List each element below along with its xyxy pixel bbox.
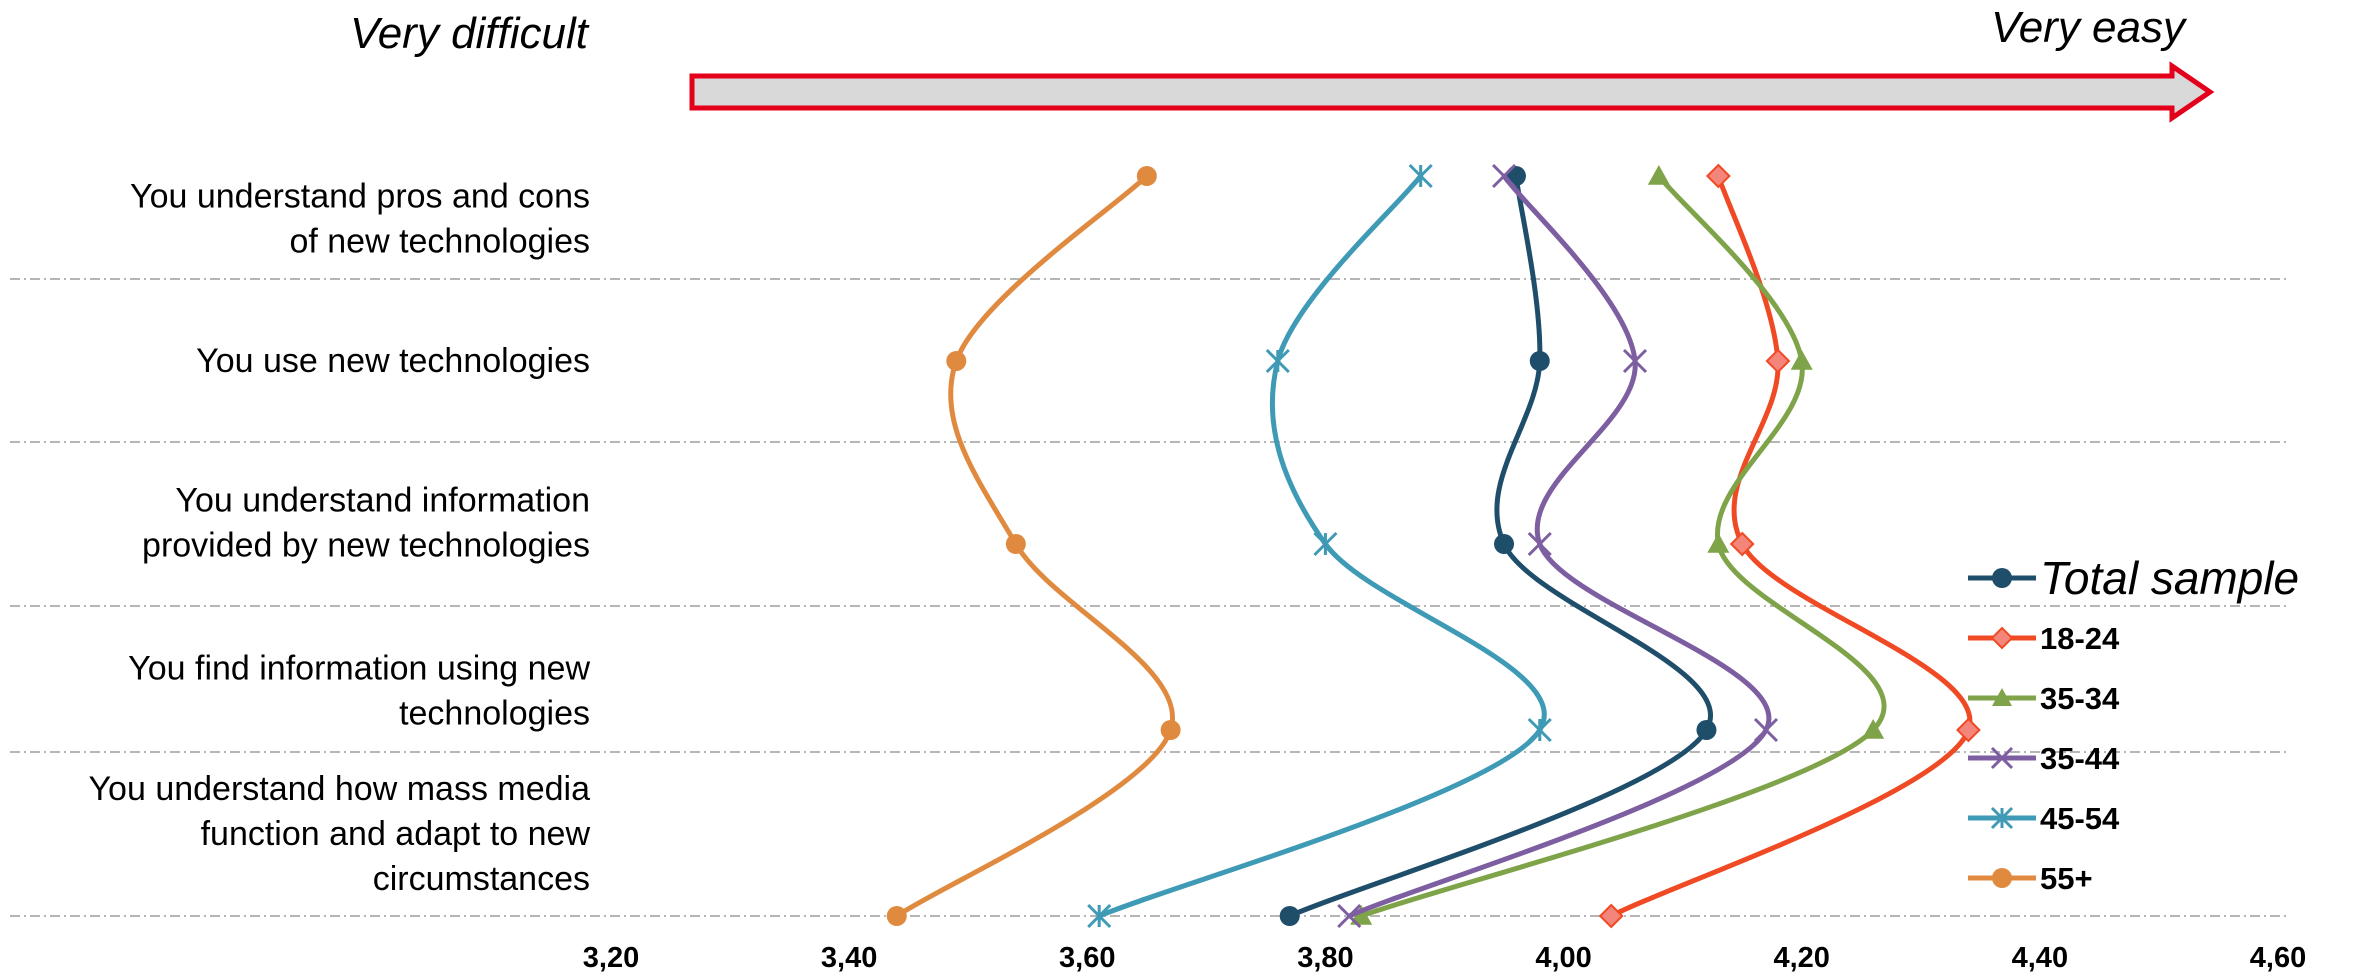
legend-item: 35-44 xyxy=(1968,741,2120,776)
scale-left-label: Very difficult xyxy=(350,9,590,58)
data-point xyxy=(1527,531,1552,557)
series-35-44 xyxy=(1337,163,1779,929)
data-point xyxy=(1790,350,1813,370)
legend-label: 35-44 xyxy=(2040,741,2120,776)
data-point xyxy=(1136,166,1157,186)
series-line xyxy=(1608,173,1973,919)
legend-marker xyxy=(1992,568,2012,588)
x-tick-label: 3,40 xyxy=(821,942,877,972)
data-point xyxy=(1087,903,1112,929)
data-point xyxy=(1622,348,1648,374)
series-line xyxy=(894,173,1176,919)
data-point xyxy=(946,351,967,371)
data-point xyxy=(1279,906,1300,926)
data-point xyxy=(1729,531,1755,557)
legend-label: 55+ xyxy=(2040,861,2093,896)
data-point xyxy=(1491,163,1517,189)
data-point xyxy=(1753,717,1779,743)
scale-right-label: Very easy xyxy=(1991,3,2188,52)
legend: Total sample 18-24 35-34 35-44 45-54 55+ xyxy=(1968,552,2299,896)
legend-marker xyxy=(1990,626,2014,650)
series-total-sample xyxy=(1279,166,1717,926)
x-tick-label: 4,00 xyxy=(1535,942,1591,972)
scale-arrow xyxy=(689,61,2215,123)
legend-marker xyxy=(1992,868,2012,888)
category-label: You use new technologies xyxy=(196,342,590,380)
data-point xyxy=(1408,163,1433,189)
data-point xyxy=(1313,531,1338,557)
series-18-24 xyxy=(1598,163,1981,929)
data-point xyxy=(1005,534,1026,554)
data-point xyxy=(1707,533,1730,553)
x-tick-label: 4,40 xyxy=(2012,942,2068,972)
data-point xyxy=(1494,534,1515,554)
series-layer xyxy=(886,163,1981,929)
legend-label: 35-34 xyxy=(2040,681,2120,716)
data-point xyxy=(1350,905,1373,925)
series-35-34 xyxy=(1350,165,1887,925)
series-line xyxy=(1358,173,1887,919)
legend-item: 45-54 xyxy=(1968,801,2120,836)
x-axis: 3,20 3,40 3,60 3,80 4,00 4,20 4,40 4,60 xyxy=(10,915,2306,972)
legend-item: Total sample xyxy=(1968,552,2299,604)
category-label: You understand how mass media function an… xyxy=(89,770,591,898)
category-label: You understand pros and cons of new techn… xyxy=(130,178,590,261)
data-point xyxy=(1529,351,1550,371)
series-line xyxy=(1346,173,1772,919)
legend-item: 55+ xyxy=(1968,861,2093,896)
data-point xyxy=(1265,348,1290,374)
series-line xyxy=(1287,173,1713,919)
legend-marker xyxy=(1992,688,2012,706)
legend-item: 18-24 xyxy=(1968,621,2120,656)
legend-item: 35-34 xyxy=(1968,681,2120,716)
data-point xyxy=(886,906,907,926)
legend-marker xyxy=(1990,806,2014,830)
legend-label: 45-54 xyxy=(2040,801,2120,836)
legend-label: Total sample xyxy=(2040,552,2299,604)
data-point xyxy=(1527,717,1552,743)
x-tick-label: 4,60 xyxy=(2250,942,2306,972)
data-point xyxy=(1598,903,1624,929)
series-45-54 xyxy=(1087,163,1552,929)
gridlines xyxy=(10,278,2290,753)
series-line xyxy=(1096,173,1547,919)
data-point xyxy=(1765,348,1791,374)
x-tick-label: 4,20 xyxy=(1773,942,1829,972)
legend-label: 18-24 xyxy=(2040,621,2120,656)
legend-marker xyxy=(1990,746,2014,770)
data-point xyxy=(1696,720,1717,740)
series-55- xyxy=(886,166,1181,926)
data-point xyxy=(1705,163,1731,189)
data-point xyxy=(1337,903,1362,929)
data-point xyxy=(1862,719,1885,739)
x-tick-label: 3,60 xyxy=(1059,942,1115,972)
x-tick-label: 3,20 xyxy=(583,942,639,972)
data-point xyxy=(1160,720,1181,740)
category-label: You find information using new technologi… xyxy=(128,650,590,733)
category-label: You understand information provided by ne… xyxy=(142,482,590,565)
data-point xyxy=(1955,717,1981,743)
category-labels: You understand pros and cons of new techn… xyxy=(89,178,591,899)
data-point xyxy=(1647,165,1670,185)
x-tick-label: 3,80 xyxy=(1297,942,1353,972)
